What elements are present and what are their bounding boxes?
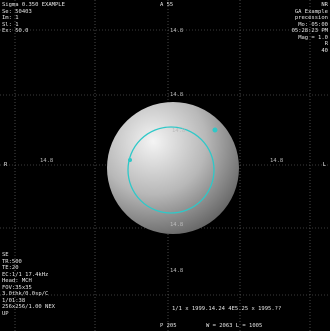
info-line: Mo: 05:00 [298,21,328,28]
info-line: 1/01:38 [2,297,26,304]
info-line: precession [294,15,328,21]
info-line: SE [2,252,9,258]
phantom-sphere [107,102,239,234]
top-center-label: A 55 [160,2,174,8]
grid-label: 14.8 [170,268,184,274]
info-line: 3.0thk/0.0sp/C [2,291,49,297]
top-left-info: Sigma 0.350 EXAMPLE Se: 50403 Im: 1 Sl: 1 Ex… [2,2,65,35]
info-line: UP [2,310,9,317]
info-line: Im: 1 [2,15,19,21]
info-line: Mag = 1.0 [298,34,328,41]
window-level: W = 2063 L = 1005 [206,323,263,329]
info-line: TE:20 [2,265,19,271]
top-right-info: NR GA Example precession Mo: 05:00 05:28:23 … [292,2,328,54]
grid-label: 14.8 [270,158,284,164]
info-line: TR:500 [2,258,22,265]
bottom-center-label: P 205 [160,323,177,329]
info-line: 256x256/1.00 NEX [2,304,55,310]
grid-label: 14.8 [170,28,184,34]
grid-label: 14.8 [40,158,54,164]
info-line: EC:1/1 17.4kHz [2,271,49,278]
info-line: FOV:35x35 [2,284,32,291]
info-line: NR [321,2,328,8]
info-line: Sigma 0.350 EXAMPLE [2,2,65,8]
info-line: Sl: 1 [2,21,19,28]
bottom-info: 1/1 x 1999.14.24 4E5.25 x 1995.?? [172,306,282,312]
right-orientation: L [322,162,326,168]
roi-circle [127,126,215,214]
info-line: 40 [321,47,328,54]
grid-label: 14.8 [172,128,186,134]
info-line: Ex: 50.0 [2,28,29,34]
left-orientation: R [4,162,8,168]
info-line: 05:28:23 PM [291,28,328,34]
info-line: Se: 50403 [2,8,32,15]
grid-label: 14.8 [170,92,184,98]
roi-handle [128,158,132,162]
info-line: Head: MCH [2,278,32,284]
roi-handle [212,127,218,133]
grid-label: 14.8 [170,222,184,228]
info-line: R [324,41,328,47]
info-line: GA Example [294,8,328,15]
bottom-left-info: SE TR:500 TE:20 EC:1/1 17.4kHz Head: MCH FOV:… [2,252,55,317]
